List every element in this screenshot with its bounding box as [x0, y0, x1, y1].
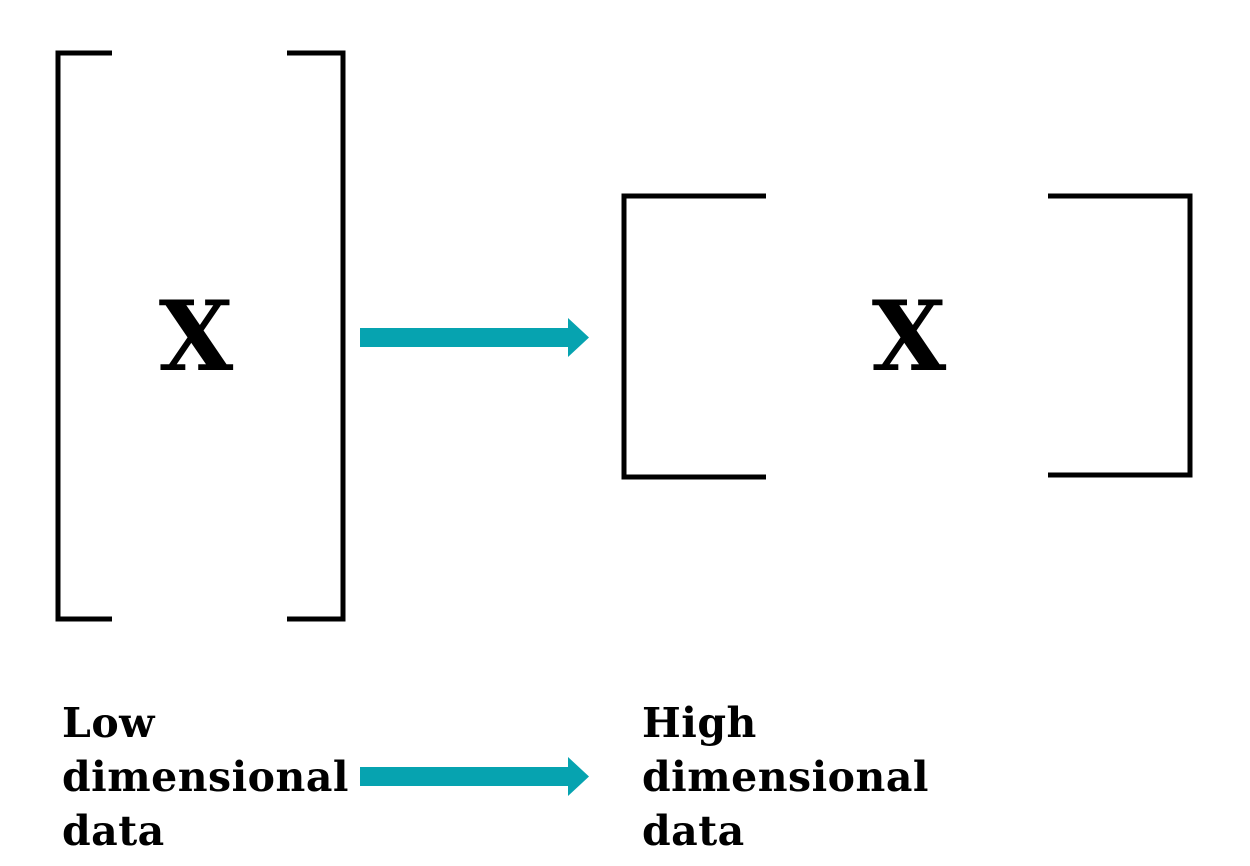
- caption-arrow-shaft: [360, 767, 572, 786]
- right-matrix-open-bracket: [621, 193, 766, 480]
- caption-arrow: [360, 757, 589, 796]
- right-matrix: X: [621, 193, 1193, 480]
- transform-arrow: [360, 318, 589, 357]
- caption-line: Low: [62, 699, 155, 747]
- caption-line: dimensional: [62, 753, 349, 801]
- left-matrix: X: [55, 50, 346, 622]
- left-matrix-close-bracket: [287, 50, 346, 622]
- high-dimensional-caption: High dimensional data: [642, 696, 962, 858]
- arrow-right-icon: [568, 318, 589, 357]
- caption-line: data: [642, 807, 745, 855]
- caption-line: High: [642, 699, 757, 747]
- arrow-right-icon: [568, 757, 589, 796]
- right-matrix-close-bracket: [1048, 193, 1193, 478]
- left-matrix-open-bracket: [55, 50, 112, 622]
- low-dimensional-caption: Low dimensional data: [62, 696, 362, 858]
- transform-arrow-shaft: [360, 328, 572, 347]
- caption-line: data: [62, 807, 165, 855]
- caption-line: dimensional: [642, 753, 929, 801]
- right-matrix-symbol: X: [872, 280, 947, 393]
- left-matrix-symbol: X: [159, 280, 234, 393]
